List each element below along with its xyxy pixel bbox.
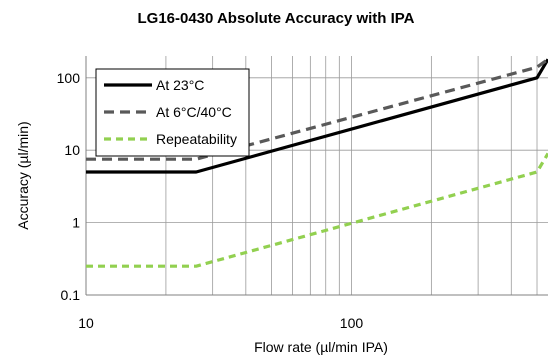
series-line-2 (86, 58, 548, 161)
x-axis-label: Flow rate (µl/min IPA) (254, 339, 388, 355)
x-tick-label: 100 (340, 315, 364, 331)
series-line-3 (86, 152, 548, 268)
y-tick-label: 0.1 (61, 287, 81, 303)
legend-label-1: At 23°C (156, 77, 204, 93)
y-axis-label: Accuracy (µl/min) (15, 121, 31, 229)
chart-title: LG16-0430 Absolute Accuracy with IPA (137, 10, 415, 27)
y-tick-label: 1 (72, 215, 80, 231)
x-tick-label: 10 (78, 315, 94, 331)
y-tick-label: 100 (57, 70, 81, 86)
y-tick-label: 10 (64, 142, 80, 158)
series-line-1 (86, 58, 548, 174)
legend-label-2: At 6°C/40°C (156, 104, 232, 120)
legend-label-3: Repeatability (156, 131, 237, 147)
